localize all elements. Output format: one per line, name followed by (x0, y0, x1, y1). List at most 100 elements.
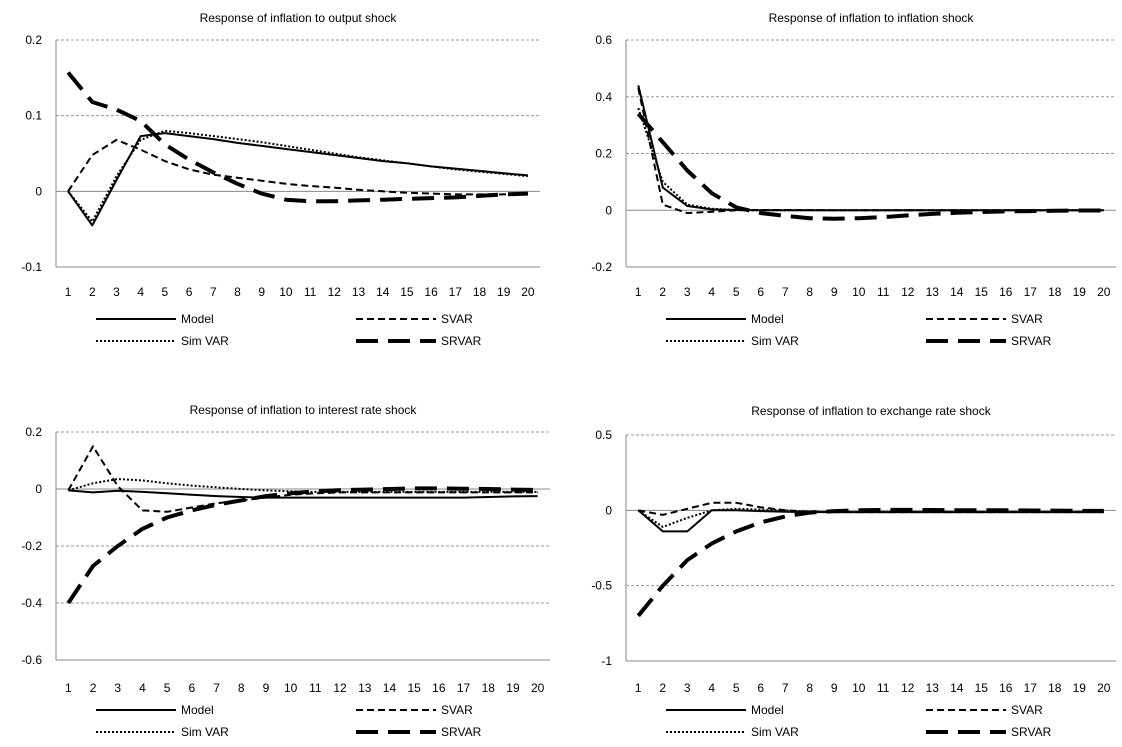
chart-output-shock: Response of inflation to output shock 0.2… (21, 11, 540, 348)
legend-label: SRVAR (1011, 334, 1052, 348)
legend-label: Sim VAR (751, 334, 799, 348)
chart-panel-exchange-rate-shock: Response of inflation to exchange rate s… (561, 374, 1122, 747)
series-line-sim-var (637, 107, 1104, 212)
chart-panel-output-shock: Response of inflation to output shock 0.2… (0, 0, 561, 374)
series-line-srvar (636, 507, 1104, 618)
x-tick-label: 12 (901, 285, 915, 299)
y-tick-label: 0.2 (595, 147, 612, 161)
chart-panel-interest-rate-shock: Response of inflation to interest rate s… (0, 374, 561, 747)
x-tick-label: 7 (210, 285, 217, 299)
x-tick-label: 14 (950, 285, 964, 299)
legend-label: SRVAR (441, 725, 482, 739)
series-line-model (637, 509, 1104, 533)
chart-title: Response of inflation to inflation shock (769, 11, 975, 25)
chart-exchange-rate-shock: Response of inflation to exchange rate s… (591, 404, 1116, 739)
y-tick-label: 0 (35, 482, 42, 496)
x-tick-label: 20 (1097, 681, 1111, 695)
x-tick-label: 11 (304, 285, 317, 299)
legend-label: Model (751, 312, 784, 326)
legend-label: SVAR (1011, 312, 1043, 326)
x-tick-label: 12 (901, 681, 915, 695)
x-tick-label: 10 (852, 285, 866, 299)
x-tick-label: 6 (189, 681, 196, 695)
legend-label: SRVAR (441, 334, 482, 348)
x-tick-label: 20 (521, 285, 535, 299)
x-tick-label: 18 (1048, 285, 1062, 299)
x-tick-label: 11 (877, 681, 890, 695)
x-tick-label: 2 (659, 285, 666, 299)
x-tick-label: 1 (65, 681, 72, 695)
x-tick-label: 14 (383, 681, 397, 695)
x-tick-label: 7 (782, 681, 789, 695)
x-tick-label: 1 (65, 285, 72, 299)
series-line-srvar (636, 112, 1104, 221)
x-tick-label: 10 (279, 285, 293, 299)
y-tick-label: 0.2 (25, 33, 42, 47)
chart-interest-rate-shock: Response of inflation to interest rate s… (21, 403, 550, 739)
x-tick-label: 17 (1024, 285, 1038, 299)
x-tick-label: 20 (1097, 285, 1111, 299)
x-tick-label: 8 (806, 681, 813, 695)
x-tick-label: 13 (926, 681, 940, 695)
x-tick-label: 15 (975, 681, 989, 695)
series-line-model (68, 489, 538, 499)
x-tick-label: 12 (333, 681, 347, 695)
x-tick-label: 3 (114, 681, 121, 695)
x-tick-label: 10 (284, 681, 298, 695)
x-tick-label: 13 (352, 285, 366, 299)
y-tick-label: -0.6 (21, 653, 42, 667)
x-tick-label: 4 (139, 681, 146, 695)
x-tick-label: 6 (757, 285, 764, 299)
legend-label: SVAR (441, 312, 473, 326)
x-tick-label: 2 (89, 285, 96, 299)
x-tick-label: 18 (1048, 681, 1062, 695)
y-tick-label: 0.2 (25, 425, 42, 439)
legend-label: Model (181, 312, 214, 326)
x-tick-label: 16 (999, 285, 1013, 299)
chart-title: Response of inflation to output shock (200, 11, 398, 25)
x-tick-label: 1 (635, 681, 642, 695)
x-tick-label: 20 (531, 681, 545, 695)
y-tick-label: 0 (35, 184, 42, 198)
y-tick-label: -0.4 (21, 596, 42, 610)
y-tick-label: 0.1 (25, 109, 42, 123)
x-tick-label: 16 (432, 681, 446, 695)
legend-label: SVAR (1011, 703, 1043, 717)
chart-title: Response of inflation to exchange rate s… (751, 404, 991, 418)
x-tick-label: 19 (1073, 285, 1087, 299)
y-tick-label: 0.4 (595, 90, 612, 104)
x-tick-label: 4 (137, 285, 144, 299)
x-tick-label: 5 (162, 285, 169, 299)
y-tick-label: -0.5 (591, 579, 612, 593)
x-tick-label: 9 (263, 681, 270, 695)
x-tick-label: 18 (482, 681, 496, 695)
x-tick-label: 7 (213, 681, 220, 695)
x-tick-label: 5 (733, 285, 740, 299)
x-tick-label: 4 (708, 285, 715, 299)
x-tick-label: 2 (659, 681, 666, 695)
y-tick-label: 0.6 (595, 33, 612, 47)
legend-label: Sim VAR (181, 334, 229, 348)
series-line-svar (637, 87, 1104, 215)
x-tick-label: 3 (113, 285, 120, 299)
x-tick-label: 11 (309, 681, 322, 695)
x-tick-label: 19 (1073, 681, 1087, 695)
legend-label: Model (751, 703, 784, 717)
x-tick-label: 18 (473, 285, 487, 299)
y-tick-label: -1 (601, 654, 612, 668)
x-tick-label: 16 (424, 285, 438, 299)
x-tick-label: 17 (1024, 681, 1038, 695)
x-tick-label: 19 (497, 285, 511, 299)
x-tick-label: 15 (975, 285, 989, 299)
chart-inflation-shock: Response of inflation to inflation shock… (591, 11, 1116, 348)
x-tick-label: 9 (831, 285, 838, 299)
y-tick-label: 0 (605, 503, 612, 517)
series-line-srvar (66, 71, 528, 204)
x-tick-label: 9 (258, 285, 265, 299)
x-tick-label: 4 (708, 681, 715, 695)
x-tick-label: 7 (782, 285, 789, 299)
x-tick-label: 16 (999, 681, 1013, 695)
x-tick-label: 15 (407, 681, 421, 695)
x-tick-label: 9 (831, 681, 838, 695)
y-tick-label: 0.5 (595, 428, 612, 442)
